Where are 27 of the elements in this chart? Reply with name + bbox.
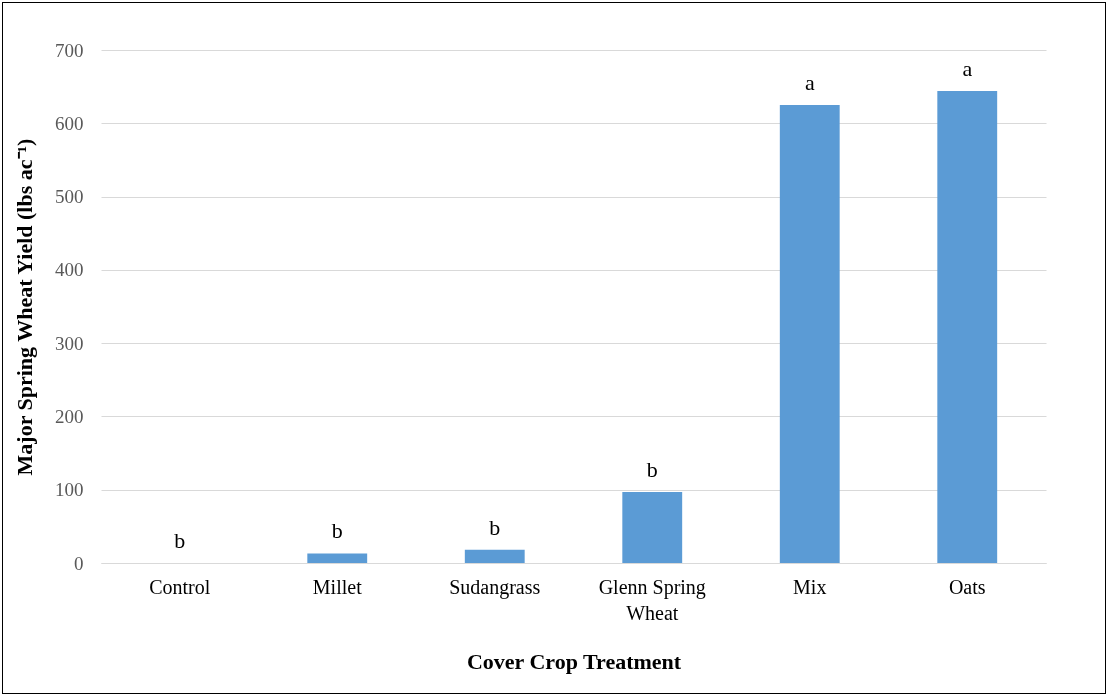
y-tick-label: 200 <box>55 405 84 427</box>
x-tick-label: Oats <box>948 575 986 598</box>
x-tick-label: Millet <box>312 575 363 598</box>
annotation: a <box>804 69 815 95</box>
annotation: b <box>646 456 658 482</box>
y-tick-label: 100 <box>55 479 84 501</box>
y-tick-label: 500 <box>55 186 84 208</box>
x-tick-label: Mix <box>793 575 827 598</box>
annotation: b <box>331 518 343 544</box>
y-tick-label: 300 <box>55 332 84 354</box>
bar <box>779 104 840 563</box>
bar <box>622 491 683 563</box>
bar <box>307 553 368 563</box>
x-tick-label: Control <box>149 575 211 598</box>
x-tick-label: Sudangrass <box>449 575 541 599</box>
y-tick-label: 600 <box>55 112 84 134</box>
y-tick-label: 700 <box>55 39 84 61</box>
y-tick-label: 0 <box>74 552 84 574</box>
y-axis-title: Major Spring Wheat Yield (lbs ac⁻¹) <box>12 138 37 476</box>
bar <box>937 91 998 563</box>
bar <box>464 549 525 563</box>
x-axis-title: Cover Crop Treatment <box>466 648 682 674</box>
annotation: b <box>489 514 501 540</box>
annotation: b <box>174 528 186 553</box>
y-tick-label: 400 <box>55 259 84 281</box>
annotation: a <box>962 56 973 82</box>
x-tick-label: Glenn Spring Wheat <box>598 575 706 624</box>
